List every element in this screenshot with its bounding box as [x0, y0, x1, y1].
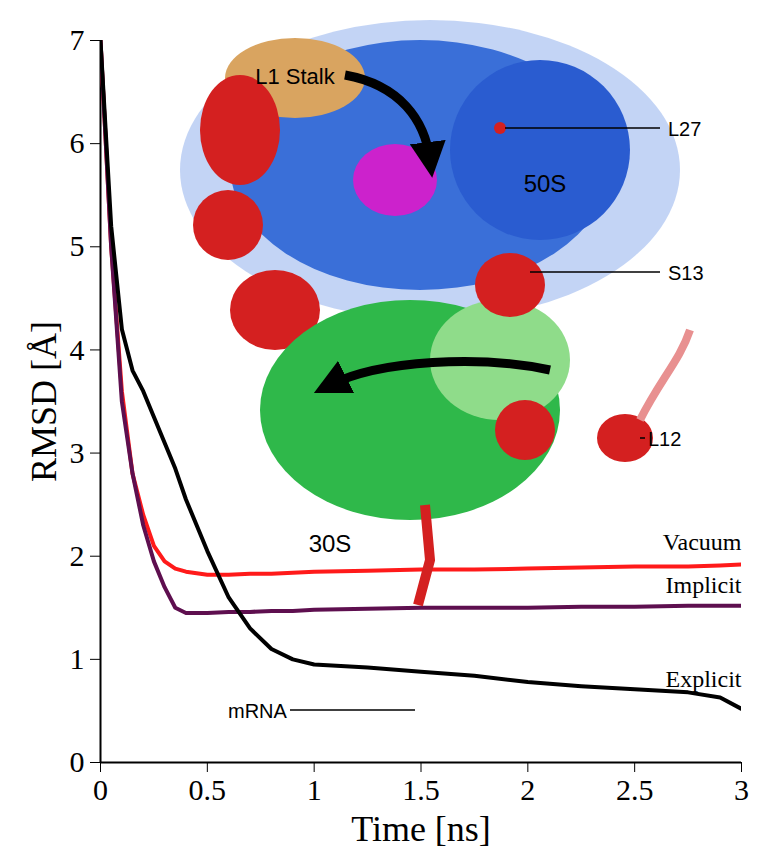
svg-text:S13: S13 — [668, 262, 704, 284]
svg-text:1.5: 1.5 — [402, 773, 440, 806]
svg-text:RMSD [Å]: RMSD [Å] — [24, 321, 64, 482]
svg-text:L27: L27 — [668, 118, 701, 140]
svg-text:30S: 30S — [309, 530, 352, 557]
svg-text:2.5: 2.5 — [616, 773, 654, 806]
svg-text:mRNA: mRNA — [228, 700, 288, 722]
svg-text:Vacuum: Vacuum — [663, 529, 742, 555]
svg-text:Implicit: Implicit — [666, 572, 742, 598]
svg-text:50S: 50S — [524, 170, 567, 197]
svg-text:Time [ns]: Time [ns] — [351, 809, 491, 849]
svg-text:3: 3 — [70, 436, 85, 469]
svg-text:0: 0 — [70, 745, 85, 778]
svg-text:2: 2 — [70, 539, 85, 572]
svg-text:Explicit: Explicit — [666, 666, 742, 692]
svg-text:4: 4 — [70, 333, 85, 366]
svg-text:6: 6 — [70, 126, 85, 159]
svg-text:1: 1 — [307, 773, 322, 806]
svg-text:1: 1 — [70, 642, 85, 675]
svg-text:0.5: 0.5 — [189, 773, 227, 806]
svg-text:3: 3 — [734, 773, 749, 806]
svg-text:7: 7 — [70, 23, 85, 56]
svg-text:2: 2 — [520, 773, 535, 806]
svg-text:L1 Stalk: L1 Stalk — [255, 64, 335, 89]
svg-text:0: 0 — [93, 773, 108, 806]
svg-text:L12: L12 — [648, 428, 681, 450]
svg-text:5: 5 — [70, 229, 85, 262]
